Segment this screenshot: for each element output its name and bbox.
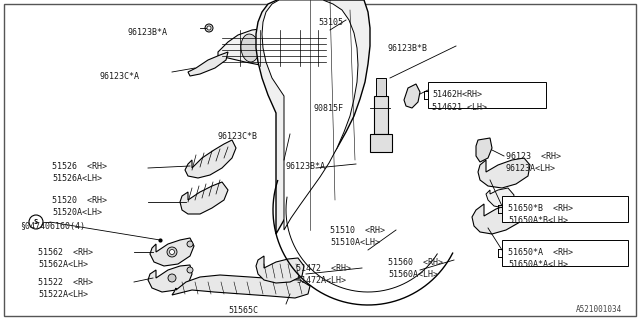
Text: A521001034: A521001034 <box>576 305 622 314</box>
Text: 514621 <LH>: 514621 <LH> <box>432 103 487 112</box>
Bar <box>502 240 628 266</box>
Polygon shape <box>478 158 530 188</box>
Text: 51650*A  <RH>: 51650*A <RH> <box>508 248 573 257</box>
Text: 51510  <RH>: 51510 <RH> <box>330 226 385 235</box>
Ellipse shape <box>241 34 259 62</box>
Polygon shape <box>180 182 228 214</box>
Text: 53105: 53105 <box>318 18 343 27</box>
Circle shape <box>29 215 43 229</box>
Text: 96123  <RH>: 96123 <RH> <box>506 152 561 161</box>
Polygon shape <box>472 202 524 234</box>
Text: 51565C: 51565C <box>228 306 258 315</box>
Polygon shape <box>262 0 358 230</box>
Text: S: S <box>34 219 38 225</box>
Text: 51472  <RH>: 51472 <RH> <box>296 264 351 273</box>
Circle shape <box>167 247 177 257</box>
Bar <box>502 196 628 222</box>
Text: 51560  <RH>: 51560 <RH> <box>388 258 443 267</box>
Text: 96123A<LH>: 96123A<LH> <box>506 164 556 173</box>
Text: 51526  <RH>: 51526 <RH> <box>52 162 107 171</box>
Ellipse shape <box>283 31 301 59</box>
Polygon shape <box>188 52 228 76</box>
Text: §047406160(4): §047406160(4) <box>20 222 85 231</box>
Text: 96123B*B: 96123B*B <box>388 44 428 53</box>
Polygon shape <box>256 0 370 234</box>
Polygon shape <box>185 140 236 178</box>
Text: 90815F: 90815F <box>313 104 343 113</box>
Polygon shape <box>218 28 330 68</box>
Polygon shape <box>404 84 420 108</box>
Text: 51510A<LH>: 51510A<LH> <box>330 238 380 247</box>
Circle shape <box>170 250 175 254</box>
Text: 51562A<LH>: 51562A<LH> <box>38 260 88 269</box>
Text: 51462H<RH>: 51462H<RH> <box>432 90 482 99</box>
Text: 96123C*B: 96123C*B <box>218 132 258 141</box>
Ellipse shape <box>263 32 281 60</box>
Polygon shape <box>370 134 392 152</box>
Ellipse shape <box>305 35 319 59</box>
Text: 96123B*A: 96123B*A <box>128 28 168 37</box>
Bar <box>428 82 546 108</box>
Polygon shape <box>172 275 310 298</box>
Polygon shape <box>486 188 514 208</box>
Text: 51562  <RH>: 51562 <RH> <box>38 248 93 257</box>
Polygon shape <box>256 256 304 283</box>
Polygon shape <box>376 78 386 96</box>
Text: 51650A*A<LH>: 51650A*A<LH> <box>508 260 568 269</box>
Text: 96123C*A: 96123C*A <box>100 72 140 81</box>
Text: 96123B*A: 96123B*A <box>285 162 325 171</box>
Text: 51522  <RH>: 51522 <RH> <box>38 278 93 287</box>
Text: 51520A<LH>: 51520A<LH> <box>52 208 102 217</box>
Circle shape <box>187 241 193 247</box>
Text: 51526A<LH>: 51526A<LH> <box>52 174 102 183</box>
Text: 51472A<LH>: 51472A<LH> <box>296 276 346 285</box>
Polygon shape <box>374 96 388 134</box>
Circle shape <box>205 24 213 32</box>
Text: 51520  <RH>: 51520 <RH> <box>52 196 107 205</box>
Circle shape <box>168 274 176 282</box>
Circle shape <box>187 267 193 273</box>
Text: 51560A<LH>: 51560A<LH> <box>388 270 438 279</box>
Circle shape <box>207 26 211 30</box>
Polygon shape <box>476 138 492 162</box>
Text: 51650*B  <RH>: 51650*B <RH> <box>508 204 573 213</box>
Polygon shape <box>150 238 194 266</box>
Polygon shape <box>148 265 192 292</box>
Text: 51522A<LH>: 51522A<LH> <box>38 290 88 299</box>
Text: 51650A*B<LH>: 51650A*B<LH> <box>508 216 568 225</box>
